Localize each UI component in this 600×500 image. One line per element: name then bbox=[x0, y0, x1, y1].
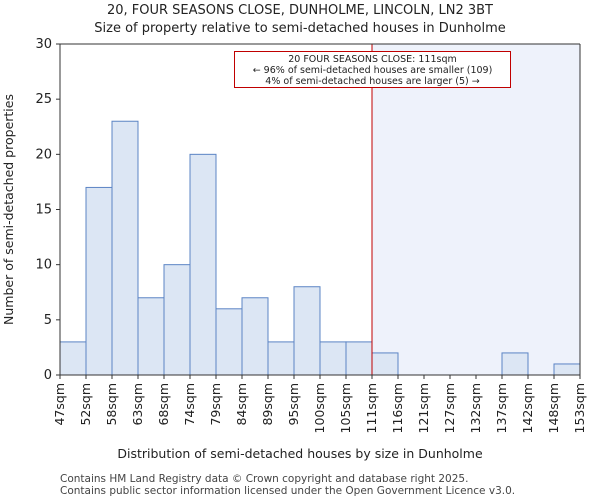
footer-copyright: Contains HM Land Registry data © Crown c… bbox=[60, 473, 469, 485]
histogram-bar bbox=[345, 341, 373, 376]
x-tick-label: 74sqm bbox=[182, 383, 197, 426]
annotation-line-3: 4% of semi-detached houses are larger (5… bbox=[265, 76, 480, 87]
x-tick-label: 153sqm bbox=[572, 383, 587, 433]
footer-licence: Contains public sector information licen… bbox=[60, 485, 516, 497]
x-tick-label: 89sqm bbox=[260, 383, 275, 426]
histogram-bar bbox=[293, 286, 321, 376]
x-axis-label: Distribution of semi-detached houses by … bbox=[117, 446, 483, 461]
histogram-bar bbox=[137, 297, 165, 376]
x-tick-label: 137sqm bbox=[494, 383, 509, 433]
x-tick-label: 63sqm bbox=[130, 383, 145, 426]
y-tick-label: 10 bbox=[35, 258, 52, 273]
x-tick-label: 58sqm bbox=[104, 383, 119, 426]
histogram-bar bbox=[241, 297, 269, 376]
annotation-line-2: ← 96% of semi-detached houses are smalle… bbox=[252, 65, 493, 76]
x-tick-label: 111sqm bbox=[364, 383, 379, 433]
y-tick-label: 0 bbox=[44, 368, 52, 383]
x-tick-label: 47sqm bbox=[52, 383, 67, 426]
property-annotation-box: 20 FOUR SEASONS CLOSE: 111sqm ← 96% of s… bbox=[234, 51, 511, 88]
histogram-bar bbox=[371, 352, 399, 376]
y-tick-label: 20 bbox=[35, 147, 52, 162]
histogram-bar bbox=[59, 341, 87, 376]
x-tick-label: 95sqm bbox=[286, 383, 301, 426]
chart-title: 20, FOUR SEASONS CLOSE, DUNHOLME, LINCOL… bbox=[106, 3, 493, 18]
histogram-bar bbox=[163, 264, 191, 376]
y-tick-label: 25 bbox=[35, 92, 52, 107]
x-tick-label: 100sqm bbox=[312, 383, 327, 433]
x-tick-label: 79sqm bbox=[208, 383, 223, 426]
x-tick-label: 68sqm bbox=[156, 383, 171, 426]
annotation-line-1: 20 FOUR SEASONS CLOSE: 111sqm bbox=[288, 54, 457, 65]
y-tick-label: 30 bbox=[35, 37, 52, 52]
histogram-bar bbox=[215, 308, 243, 376]
x-tick-label: 142sqm bbox=[520, 383, 535, 433]
x-tick-label: 105sqm bbox=[338, 383, 353, 433]
chart-subtitle: Size of property relative to semi-detach… bbox=[94, 21, 506, 36]
larger-region-shade bbox=[372, 44, 580, 375]
x-tick-label: 121sqm bbox=[416, 383, 431, 433]
histogram-bar bbox=[501, 352, 529, 376]
x-tick-label: 132sqm bbox=[468, 383, 483, 433]
histogram-bar bbox=[553, 363, 581, 376]
x-tick-label: 116sqm bbox=[390, 383, 405, 433]
y-tick-label: 5 bbox=[44, 313, 52, 328]
histogram-bar bbox=[189, 153, 217, 376]
histogram-bar bbox=[267, 341, 295, 376]
x-tick-label: 127sqm bbox=[442, 383, 457, 433]
y-axis-label: Number of semi-detached properties bbox=[1, 94, 16, 325]
x-tick-label: 52sqm bbox=[78, 383, 93, 426]
histogram-bar bbox=[85, 186, 113, 376]
histogram-bar bbox=[111, 120, 139, 376]
y-tick-label: 15 bbox=[35, 203, 52, 218]
histogram-bar bbox=[319, 341, 347, 376]
x-tick-label: 148sqm bbox=[546, 383, 561, 433]
x-tick-label: 84sqm bbox=[234, 383, 249, 426]
